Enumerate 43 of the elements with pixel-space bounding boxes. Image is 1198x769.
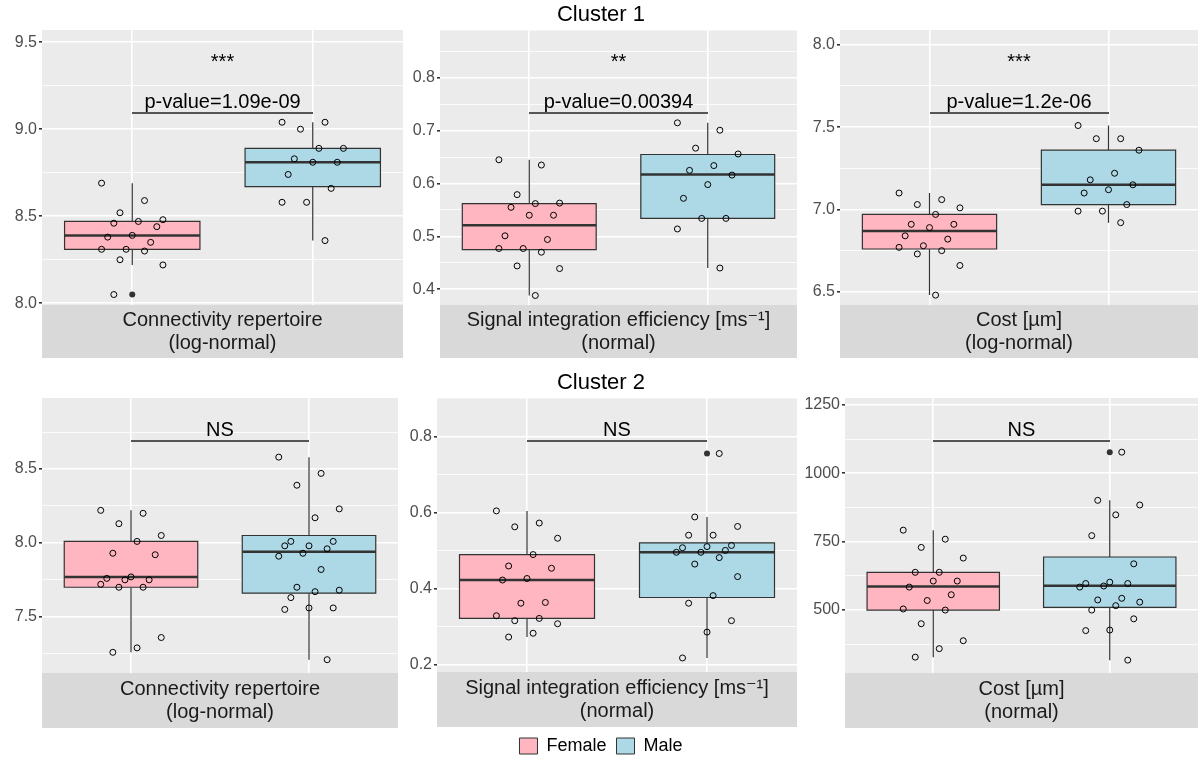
annotation: NS — [603, 418, 631, 441]
x-axis-title: Signal integration efficiency [ms⁻¹] (normal) — [465, 675, 769, 721]
y-tick-label: 0.5 — [412, 226, 436, 244]
y-tick-label: 0.8 — [409, 426, 433, 444]
y-tick-label: 0.4 — [409, 578, 433, 596]
legend-label: Male — [643, 734, 683, 755]
legend-label: Female — [546, 734, 607, 755]
y-tick-label: 8.0 — [14, 293, 38, 311]
annotation: p-value=1.2e-06 — [946, 90, 1092, 112]
y-tick-label: 9.5 — [14, 32, 38, 50]
annotation: NS — [206, 418, 234, 440]
y-tick-label: 8.5 — [14, 206, 38, 224]
x-axis-title: Signal integration efficiency [ms⁻¹] (normal) — [466, 307, 771, 353]
annotation: ** — [610, 50, 627, 73]
y-tick-label: 8.0 — [812, 35, 836, 53]
y-tick-label: 9.0 — [14, 119, 38, 137]
chart-title: Cluster 1 — [556, 1, 646, 27]
annotation: *** — [1007, 50, 1031, 72]
y-tick-label: 0.8 — [412, 68, 436, 86]
y-tick-label: 750 — [813, 532, 841, 550]
annotation: NS — [1007, 418, 1036, 440]
annotation: p-value=1.09e-09 — [144, 90, 301, 112]
x-axis-title: Connectivity repertoire (log-normal) — [119, 676, 321, 722]
y-tick-label: 1250 — [804, 395, 841, 413]
x-axis-title: Cost [µm] (normal) — [978, 676, 1065, 722]
x-axis-title: Connectivity repertoire (log-normal) — [122, 307, 323, 353]
y-tick-label: 0.6 — [412, 173, 436, 191]
y-tick-label: 7.0 — [812, 199, 836, 217]
y-tick-label: 7.5 — [812, 117, 836, 135]
annotation: *** — [210, 50, 235, 72]
annotation: p-value=0.00394 — [543, 90, 694, 113]
x-axis-title: Cost [µm] (log-normal) — [965, 307, 1073, 353]
y-tick-label: 8.0 — [14, 533, 38, 551]
y-tick-label: 0.6 — [409, 502, 433, 520]
y-tick-label: 0.2 — [409, 654, 433, 672]
y-tick-label: 0.7 — [412, 121, 436, 139]
y-tick-label: 6.5 — [812, 282, 836, 300]
y-tick-label: 1000 — [804, 463, 841, 481]
y-tick-label: 8.5 — [14, 459, 38, 477]
y-tick-label: 0.4 — [412, 279, 436, 297]
chart-title: Cluster 2 — [556, 369, 646, 395]
y-tick-label: 7.5 — [14, 607, 38, 625]
y-tick-label: 500 — [813, 600, 841, 618]
